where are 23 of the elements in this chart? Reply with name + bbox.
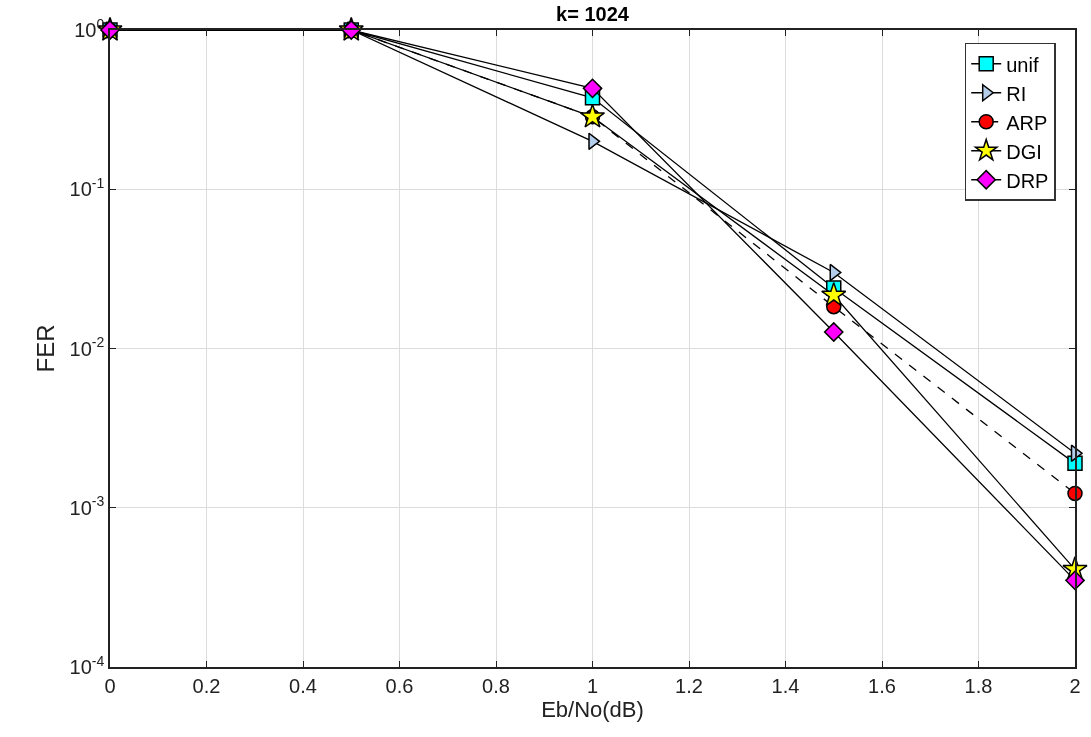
y-tick-label: 10$^{-1}$: [69, 174, 105, 201]
x-axis-title: Eb/No(dB): [541, 697, 644, 723]
x-tick-label: 0.6: [385, 674, 414, 697]
y-axis-title: FER: [32, 324, 60, 373]
legend-label: RI: [1006, 82, 1027, 105]
x-tick-label: 0: [104, 674, 116, 697]
chart-title: k= 1024: [556, 3, 630, 26]
legend-label: DRP: [1006, 169, 1049, 192]
x-tick-label: 2: [1069, 674, 1081, 697]
legend-label: ARP: [1006, 111, 1048, 134]
x-tick-label: 1.8: [964, 674, 993, 697]
x-tick-label: 0.8: [482, 674, 510, 697]
x-tick-label: 1: [586, 674, 599, 697]
y-tick-label: 10$^{-2}$: [69, 334, 105, 360]
x-tick-label: 1.4: [771, 674, 800, 697]
x-tick-label: 1.2: [675, 674, 703, 697]
legend-label: unif: [1006, 53, 1039, 76]
x-tick-label: 0.4: [289, 674, 317, 697]
y-tick-label: 10$^{-4}$: [69, 652, 105, 678]
x-tick-label: 0.2: [192, 674, 221, 697]
legend-label: DGI: [1006, 140, 1042, 163]
y-tick-label: 10$^{-3}$: [69, 493, 105, 519]
x-tick-label: 1.6: [868, 674, 896, 697]
